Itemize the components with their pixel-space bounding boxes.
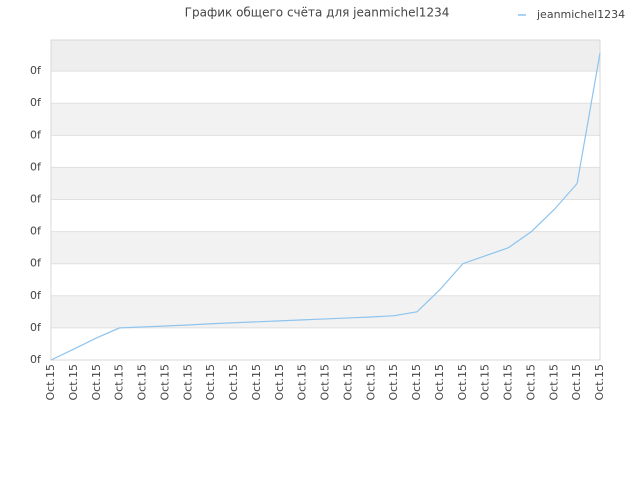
x-tick-label: Oct.15 [364,364,377,401]
band [51,40,600,72]
y-tick-label: 0f [30,353,42,366]
y-tick-label: 0f [30,160,42,173]
x-tick-label: Oct.15 [181,364,194,401]
x-tick-label: Oct.15 [296,364,309,401]
y-tick-label: 0f [30,289,42,302]
x-tick-label: Oct.15 [67,364,80,401]
y-tick-label: 0f [30,64,42,77]
x-tick-label: Oct.15 [570,364,583,401]
y-tick-label: 0f [30,96,42,109]
x-tick-label: Oct.15 [250,364,263,401]
x-tick-label: Oct.15 [433,364,446,401]
y-tick-label: 0f [30,321,42,334]
y-tick-label: 0f [30,193,42,206]
x-tick-label: Oct.15 [479,364,492,401]
y-tick-label: 0f [30,128,42,141]
x-tick-label: Oct.15 [44,364,57,401]
x-tick-label: Oct.15 [136,364,149,401]
x-tick-label: Oct.15 [90,364,103,401]
x-tick-label: Oct.15 [204,364,217,401]
x-tick-label: Oct.15 [456,364,469,401]
band [51,103,600,136]
x-tick-label: Oct.15 [319,364,332,401]
line [50,53,601,361]
x-tick-label: Oct.15 [387,364,400,401]
x-tick-label: Oct.15 [158,364,171,401]
x-tick-label: Oct.15 [341,364,354,401]
x-tick-label: Oct.15 [593,364,606,401]
y-tick-label: 0f [30,257,42,270]
plot-border [50,39,601,361]
band [51,167,600,200]
x-tick-label: Oct.15 [547,364,560,401]
x-tick-label: Oct.15 [410,364,423,401]
x-tick-label: Oct.15 [524,364,537,401]
legend-label: jeanmichel1234 [536,8,625,21]
x-tick-label: Oct.15 [113,364,126,401]
band [51,231,600,264]
x-tick-label: Oct.15 [502,364,515,401]
y-tick-label: 0f [30,225,42,238]
x-tick-label: Oct.15 [227,364,240,401]
band [51,295,600,328]
chart-title: График общего счёта для jeanmichel1234 [185,6,450,20]
x-tick-label: Oct.15 [273,364,286,401]
